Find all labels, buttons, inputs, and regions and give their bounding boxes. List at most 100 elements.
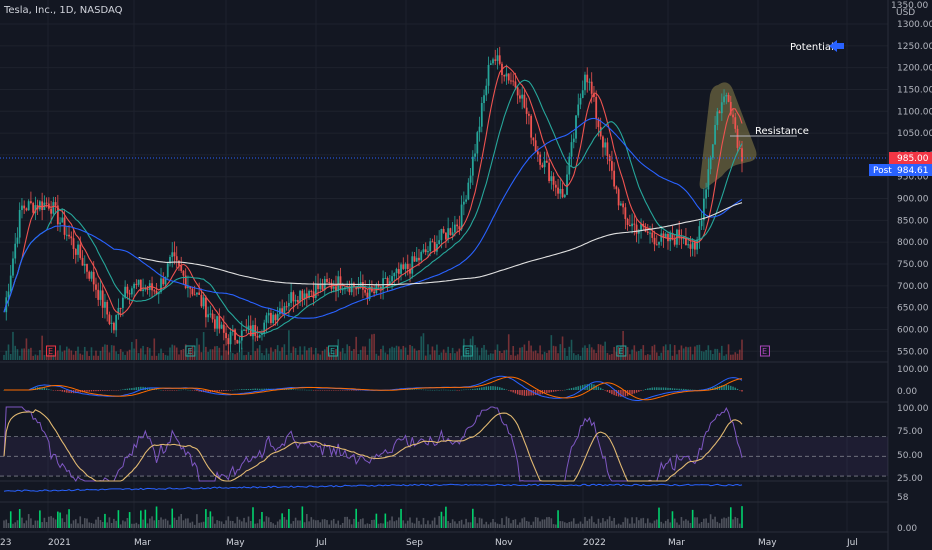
- volume-histogram-bar: [267, 517, 270, 528]
- ma-fast-line: [3, 65, 743, 338]
- volume-bar: [570, 339, 573, 360]
- volume-bar: [525, 350, 528, 360]
- macd-tick-0: 0.00: [897, 387, 917, 397]
- time-label-may: May: [226, 538, 245, 548]
- macd-histogram-bar: [263, 388, 265, 390]
- volume-bar: [662, 346, 665, 360]
- volume-bar: [366, 354, 369, 360]
- candle-body: [702, 198, 705, 221]
- volume-histogram-bar: [297, 520, 299, 528]
- resistance-label[interactable]: Resistance: [755, 126, 809, 137]
- volume-bar: [267, 353, 270, 360]
- volume-bar: [539, 345, 541, 360]
- candle-body: [662, 233, 665, 238]
- volume-histogram-bar: [256, 523, 259, 528]
- candle-body: [54, 202, 57, 206]
- macd-histogram-bar: [315, 390, 317, 391]
- candle-body: [391, 276, 393, 282]
- macd-histogram-bar: [512, 390, 514, 393]
- volume-bar: [225, 350, 227, 360]
- volume-bar: [306, 350, 308, 360]
- candle-body: [319, 283, 322, 290]
- candle-body: [682, 238, 685, 240]
- candle-body: [700, 220, 703, 227]
- volume-histogram-bar: [43, 517, 46, 528]
- volume-bar: [205, 346, 207, 360]
- volume-histogram-bar: [498, 524, 501, 528]
- post-market-tag: [869, 164, 932, 176]
- volume-histogram-bar: [429, 524, 432, 528]
- time-axis[interactable]: 23 2021 Mar May Jul Sep Nov 2022 Mar May…: [0, 538, 858, 548]
- candle-body: [545, 160, 548, 163]
- candle-body: [451, 232, 454, 236]
- volume-bar: [41, 335, 43, 360]
- candle-body: [222, 324, 225, 333]
- candle-body: [606, 142, 609, 156]
- volume-histogram-bar: [433, 517, 436, 528]
- volume-bar: [640, 349, 642, 360]
- macd-histogram-bar: [644, 389, 647, 390]
- volume-histogram-bar: [588, 518, 591, 528]
- volume-bar: [523, 344, 526, 360]
- candle-body: [667, 233, 669, 242]
- potential-label[interactable]: Potential: [790, 42, 834, 53]
- volume-bar: [43, 354, 46, 360]
- volume-histogram-bar: [276, 521, 279, 528]
- candle-body: [575, 115, 577, 139]
- volume-bar: [218, 347, 221, 360]
- volume-bar: [476, 347, 479, 360]
- candle-body: [23, 205, 26, 209]
- volume-bar: [16, 349, 19, 360]
- volume-histogram-bar: [187, 518, 189, 528]
- candle-body: [281, 308, 284, 314]
- volume-bar: [18, 355, 21, 360]
- volume-bar: [485, 349, 488, 360]
- volume-bar: [274, 349, 277, 360]
- volume-bar: [178, 354, 180, 360]
- candle-body: [117, 308, 120, 316]
- macd-histogram-bar: [256, 388, 259, 390]
- candle-body: [119, 308, 122, 310]
- macd-histogram-bar: [63, 390, 66, 393]
- volume-bar: [337, 339, 340, 360]
- macd-histogram-bar: [173, 390, 176, 391]
- volume-histogram-bar: [323, 519, 326, 528]
- candle-body: [557, 187, 559, 194]
- candle-body: [113, 322, 115, 331]
- volume-bar: [420, 336, 423, 360]
- volume-histogram-bar: [507, 518, 510, 528]
- volume-histogram-bar: [503, 524, 506, 528]
- rsi-tick-100: 100.00: [897, 404, 929, 414]
- macd-histogram-bar: [207, 390, 209, 393]
- volume-bar: [368, 338, 371, 360]
- macd-histogram-bar: [721, 385, 723, 390]
- volume-bar: [375, 353, 378, 360]
- volume-bar: [254, 351, 257, 360]
- macd-histogram-bar: [537, 390, 539, 395]
- macd-histogram-bar: [41, 387, 43, 390]
- price-tick-label: 750.00: [897, 260, 929, 270]
- volume-histogram-bar: [144, 509, 147, 528]
- price-tick-label: 650.00: [897, 304, 929, 314]
- volume-histogram-bar: [119, 524, 122, 528]
- candle-body: [413, 256, 416, 262]
- volume-histogram-bar: [420, 524, 423, 528]
- volume-histogram-bar: [371, 520, 373, 528]
- volume-bar: [496, 344, 499, 360]
- macd-histogram-bar: [110, 390, 113, 391]
- candle-body: [604, 142, 607, 148]
- candle-body: [142, 289, 144, 292]
- macd-histogram-bar: [525, 390, 528, 396]
- candle-body: [14, 243, 17, 259]
- macd-histogram-bar: [691, 389, 694, 391]
- volume-histogram-bar: [5, 519, 8, 528]
- volume-histogram-bar: [104, 513, 106, 528]
- volume-bar: [72, 354, 75, 360]
- volume-bar: [543, 351, 546, 360]
- candle-body: [373, 291, 376, 294]
- candle-body: [106, 301, 109, 315]
- volume-histogram-bar: [328, 524, 331, 528]
- volume-histogram-bar: [584, 516, 586, 528]
- macd-histogram-bar: [187, 389, 189, 391]
